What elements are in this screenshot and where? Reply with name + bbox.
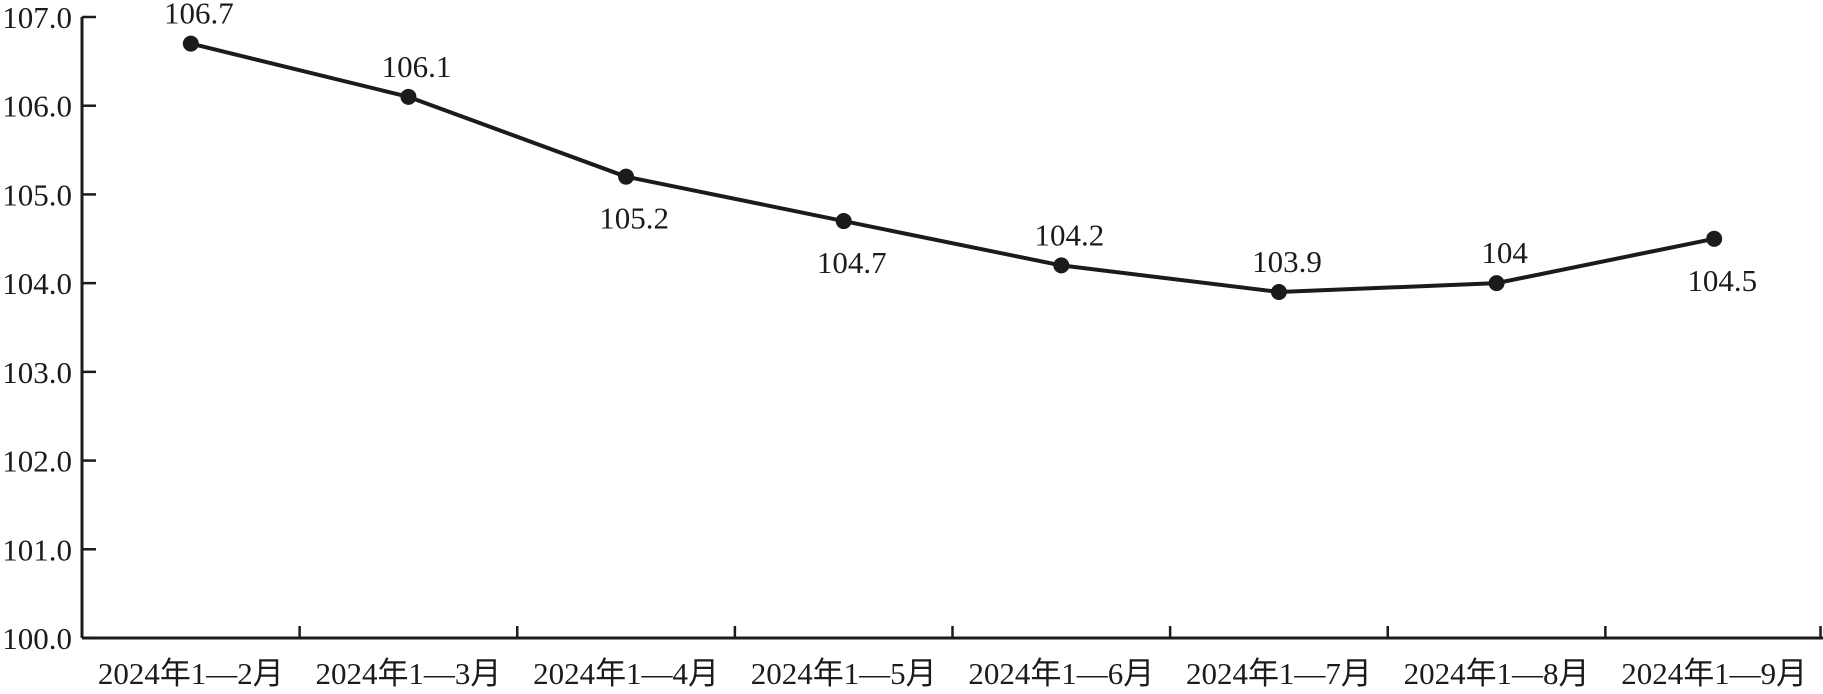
x-tick-label: 2024年1—8月 xyxy=(1404,656,1590,691)
data-point-label: 104 xyxy=(1481,235,1528,270)
data-point xyxy=(1488,275,1505,292)
y-tick-label: 107.0 xyxy=(2,0,72,35)
data-point xyxy=(1706,230,1723,247)
y-tick-label: 106.0 xyxy=(2,89,72,124)
x-tick-label: 2024年1—5月 xyxy=(751,656,937,691)
y-tick-label: 102.0 xyxy=(2,444,72,479)
x-tick-label: 2024年1—3月 xyxy=(315,656,501,691)
data-series-line xyxy=(188,41,1717,295)
y-tick-label: 104.0 xyxy=(2,266,72,301)
data-point-label: 104.5 xyxy=(1687,263,1757,298)
x-tick-label: 2024年1—6月 xyxy=(968,656,1154,691)
data-point-label: 104.2 xyxy=(1034,217,1104,252)
x-tick-label: 2024年1—7月 xyxy=(1186,656,1372,691)
y-tick-label: 103.0 xyxy=(2,355,72,390)
x-axis-ticks xyxy=(298,626,1822,638)
x-tick-label: 2024年1—2月 xyxy=(98,656,284,691)
data-point-label: 106.7 xyxy=(164,0,234,31)
data-point xyxy=(835,213,852,230)
data-point xyxy=(400,88,417,105)
x-tick-label: 2024年1—4月 xyxy=(533,656,719,691)
y-axis-ticks: 100.0 101.0 102.0 103.0 104.0 105.0 106.0 107.0 xyxy=(2,0,96,656)
y-tick-label: 100.0 xyxy=(2,621,72,656)
data-point-label: 103.9 xyxy=(1252,244,1322,279)
data-point xyxy=(1270,284,1287,301)
x-axis-labels: 2024年1—2月 2024年1—3月 2024年1—4月 2024年1—5月 2024… xyxy=(98,656,1807,691)
data-points: 106.7 106.1 105.2 104.7 104.2 103.9 104 104.5 xyxy=(164,0,1757,301)
y-tick-label: 105.0 xyxy=(2,177,72,212)
data-point-label: 104.7 xyxy=(817,245,887,280)
x-tick-label: 2024年1—9月 xyxy=(1621,656,1807,691)
y-tick-label: 101.0 xyxy=(2,532,72,567)
data-point xyxy=(618,168,635,185)
data-point xyxy=(1053,257,1070,274)
data-point-label: 106.1 xyxy=(382,49,452,84)
data-point xyxy=(182,35,199,52)
data-point-label: 105.2 xyxy=(599,201,669,236)
